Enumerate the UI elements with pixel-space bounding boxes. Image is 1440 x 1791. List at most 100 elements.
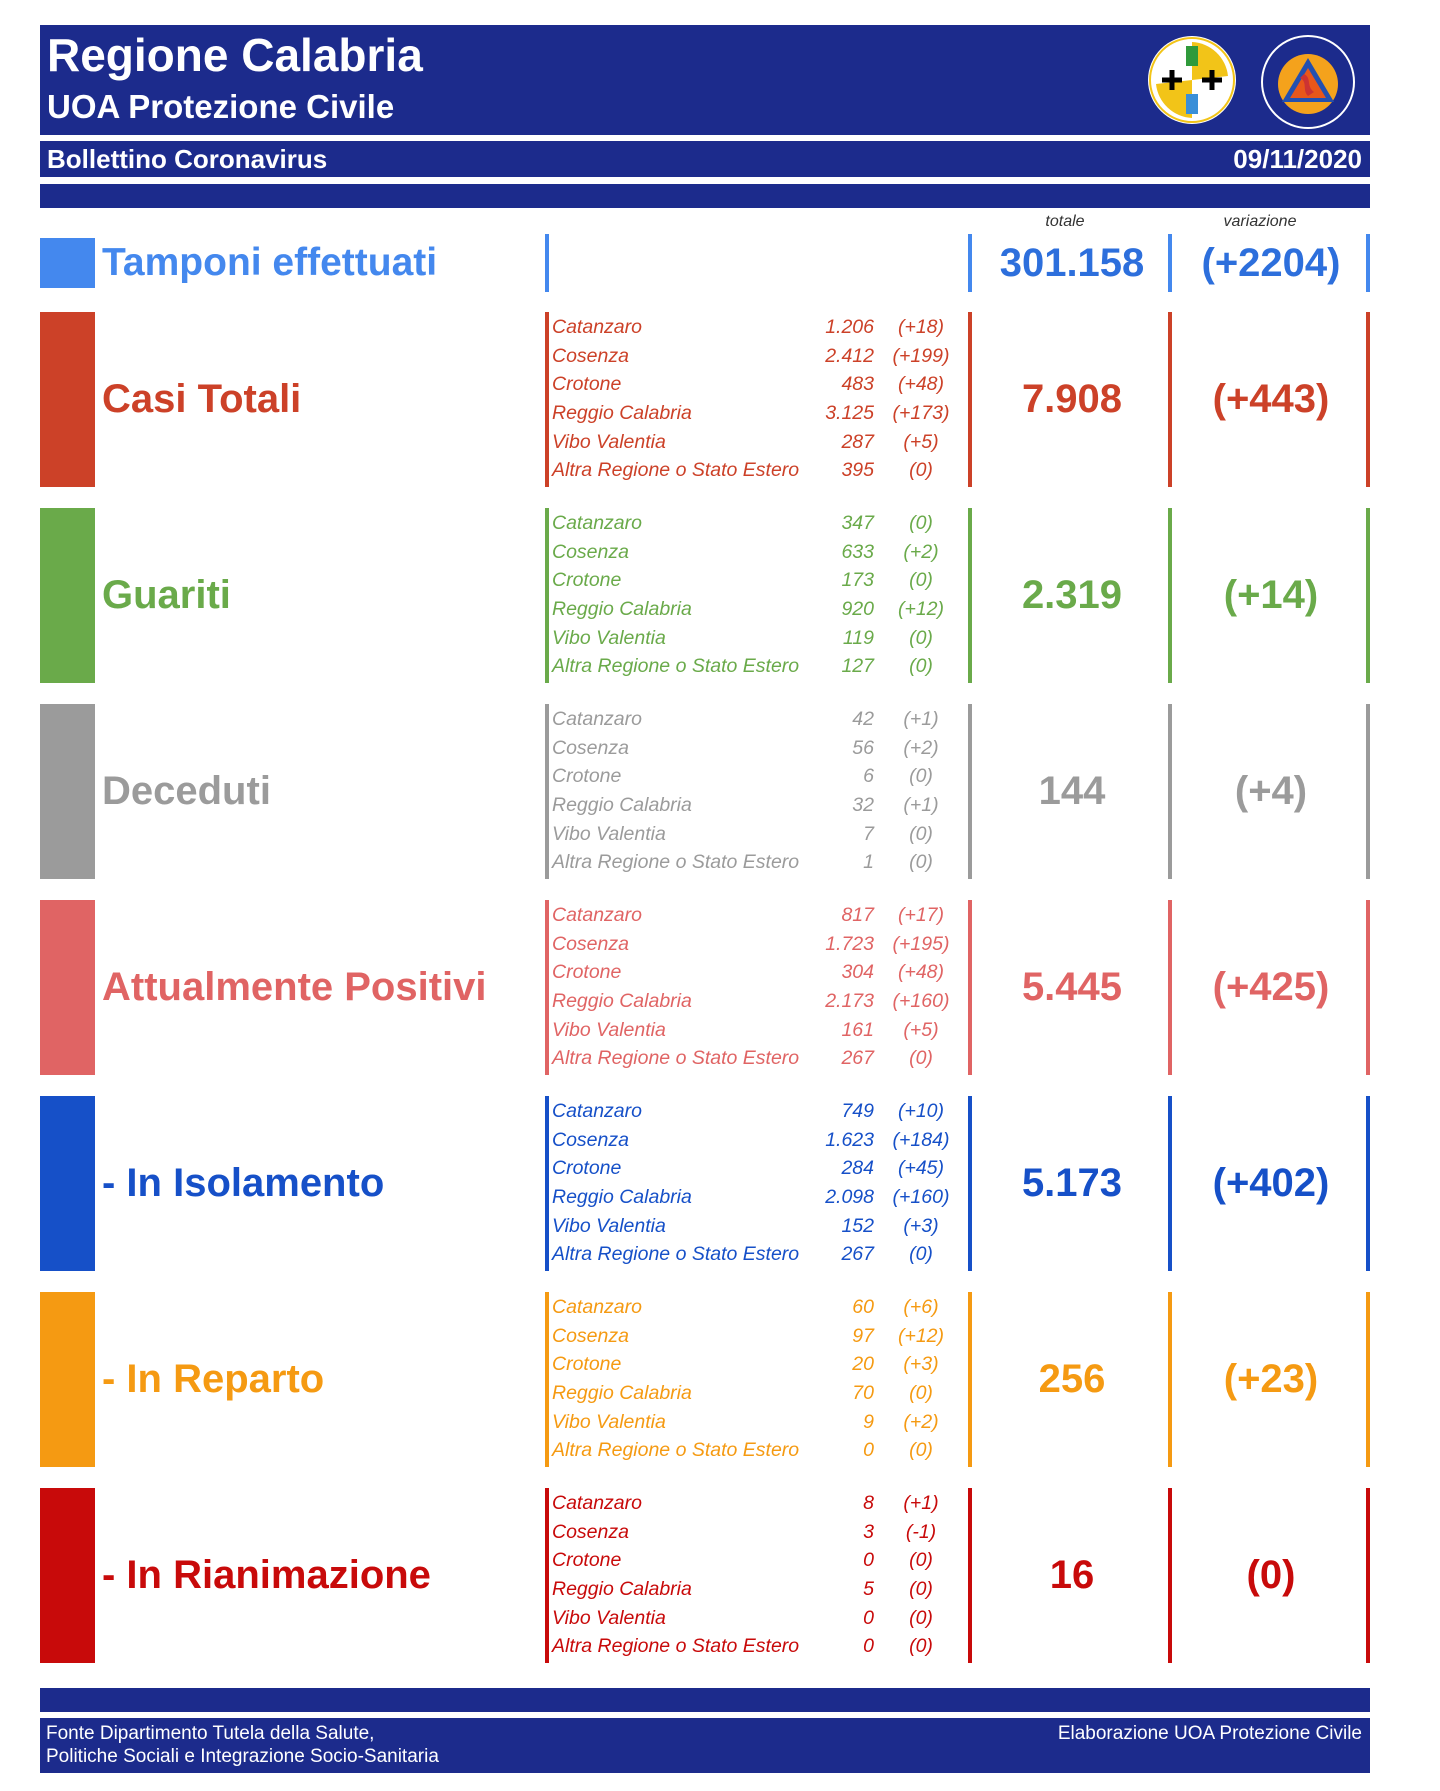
province-name: Reggio Calabria <box>552 794 692 817</box>
footer-source-line2: Politiche Sociali e Integrazione Socio-S… <box>46 1746 439 1767</box>
bulletin-date: 09/11/2020 <box>1233 144 1362 174</box>
province-name: Catanzaro <box>552 904 642 926</box>
positivi-variation: (+425) <box>1212 965 1330 1009</box>
table-row: Reggio Calabria 2.098 (+160) <box>552 1183 962 1212</box>
table-row: Altra Regione o Stato Estero 0 (0) <box>552 1436 962 1465</box>
province-change: (+45) <box>897 1157 945 1180</box>
table-row: Altra Regione o Stato Estero 267 (0) <box>552 1240 962 1269</box>
table-row: Cosenza 2.412 (+199) <box>552 342 962 371</box>
province-value: 633 <box>841 540 874 563</box>
province-value: 2.173 <box>825 990 874 1013</box>
province-value: 3.125 <box>825 402 874 425</box>
province-name: Cosenza <box>552 1324 629 1347</box>
tamponi-divider <box>1366 234 1370 292</box>
table-row: Crotone 6 (0) <box>552 762 962 791</box>
province-value: 97 <box>852 1324 874 1347</box>
casi-section: Casi Totali Catanzaro 1.206 (+18) Cosenza 2.4… <box>0 312 1440 487</box>
province-value: 284 <box>841 1157 874 1180</box>
province-change: (0) <box>909 569 933 592</box>
tamponi-variation: (+2204) <box>1201 240 1341 285</box>
tamponi-section: Tamponi effettuati 301.158 (+2204) <box>0 234 1440 292</box>
province-change: (+2) <box>903 1410 939 1433</box>
province-name: Vibo Valentia <box>552 430 666 453</box>
table-row: Catanzaro 817 (+17) <box>552 901 962 930</box>
table-row: Reggio Calabria 2.173 (+160) <box>552 987 962 1016</box>
province-name: Vibo Valentia <box>552 626 666 649</box>
guariti-section: Guariti Catanzaro 347 (0) Cosenza 633 (+2) Crot… <box>0 508 1440 683</box>
deceduti-label: Deceduti <box>102 769 271 813</box>
province-change: (+48) <box>897 373 945 396</box>
rianimazione-divider <box>545 1488 549 1663</box>
isolamento-divider <box>968 1096 972 1271</box>
province-value: 347 <box>841 512 874 534</box>
tamponi-swatch <box>40 238 95 288</box>
deceduti-divider <box>545 704 549 879</box>
table-row: Reggio Calabria 920 (+12) <box>552 595 962 624</box>
province-change: (0) <box>909 1606 933 1629</box>
table-row: Cosenza 3 (-1) <box>552 1518 962 1547</box>
isolamento-swatch <box>40 1096 95 1271</box>
province-name: Reggio Calabria <box>552 1186 692 1209</box>
province-change: (+1) <box>903 794 939 817</box>
casi-label: Casi Totali <box>102 377 302 421</box>
province-value: 749 <box>841 1100 874 1122</box>
province-value: 6 <box>863 765 874 788</box>
positivi-divider <box>1366 900 1370 1075</box>
bulletin-bar: Bollettino Coronavirus 09/11/2020 <box>40 141 1370 177</box>
footer-source-line1: Fonte Dipartimento Tutela della Salute, <box>46 1723 375 1744</box>
province-name: Reggio Calabria <box>552 402 692 425</box>
province-change: (0) <box>909 1635 933 1658</box>
deceduti-province-table: Catanzaro 42 (+1) Cosenza 56 (+2) Crotone 6 (0) R… <box>552 705 962 877</box>
reparto-divider <box>1168 1292 1172 1467</box>
table-row: Altra Regione o Stato Estero 0 (0) <box>552 1632 962 1661</box>
province-name: Altra Regione o Stato Estero <box>552 1047 800 1070</box>
province-name: Vibo Valentia <box>552 1410 666 1433</box>
province-change: (0) <box>909 851 933 874</box>
casi-variation: (+443) <box>1212 377 1330 421</box>
guariti-swatch <box>40 508 95 683</box>
variation-column-header: variazione <box>1223 213 1297 230</box>
province-name: Crotone <box>552 1549 622 1572</box>
province-value: 1 <box>863 851 874 874</box>
province-value: 0 <box>863 1606 874 1629</box>
footer-top-bar <box>40 1688 1370 1712</box>
province-value: 0 <box>863 1439 874 1462</box>
province-value: 483 <box>841 373 874 396</box>
guariti-province-table: Catanzaro 347 (0) Cosenza 633 (+2) Crotone 173 (… <box>552 509 962 681</box>
table-row: Altra Regione o Stato Estero 1 (0) <box>552 848 962 877</box>
rianimazione-divider <box>1366 1488 1370 1663</box>
province-change: (+2) <box>903 736 939 759</box>
table-row: Vibo Valentia 119 (0) <box>552 624 962 653</box>
province-change: (+173) <box>892 402 950 425</box>
regione-calabria-emblem <box>1148 36 1236 124</box>
table-row: Altra Regione o Stato Estero 395 (0) <box>552 456 962 485</box>
positivi-divider <box>545 900 549 1075</box>
table-row: Vibo Valentia 0 (0) <box>552 1604 962 1633</box>
province-value: 2.098 <box>825 1186 874 1209</box>
header-subtitle: UOA Protezione Civile <box>47 88 395 125</box>
province-value: 70 <box>852 1382 874 1405</box>
isolamento-variation: (+402) <box>1212 1161 1330 1205</box>
isolamento-province-table: Catanzaro 749 (+10) Cosenza 1.623 (+184) Croto… <box>552 1097 962 1269</box>
province-name: Cosenza <box>552 540 629 563</box>
table-row: Reggio Calabria 32 (+1) <box>552 791 962 820</box>
province-change: (0) <box>909 512 933 534</box>
rianimazione-total: 16 <box>1049 1553 1095 1597</box>
province-value: 395 <box>841 459 874 482</box>
protezione-civile-logo <box>1260 34 1356 130</box>
province-value: 173 <box>841 569 874 592</box>
rianimazione-province-table: Catanzaro 8 (+1) Cosenza 3 (-1) Crotone 0 (0) Reg… <box>552 1489 962 1661</box>
reparto-variation: (+23) <box>1223 1357 1319 1401</box>
province-name: Crotone <box>552 765 622 788</box>
reparto-divider <box>968 1292 972 1467</box>
province-name: Reggio Calabria <box>552 1382 692 1405</box>
footer-credit: Elaborazione UOA Protezione Civile <box>1057 1723 1362 1744</box>
guariti-total: 2.319 <box>1021 573 1123 617</box>
table-row: Altra Regione o Stato Estero 127 (0) <box>552 652 962 681</box>
province-name: Altra Regione o Stato Estero <box>552 1635 800 1658</box>
province-change: (+6) <box>903 1296 939 1318</box>
province-value: 9 <box>863 1410 874 1433</box>
province-change: (0) <box>909 626 933 649</box>
rianimazione-variation: (0) <box>1246 1553 1296 1597</box>
province-name: Reggio Calabria <box>552 598 692 621</box>
